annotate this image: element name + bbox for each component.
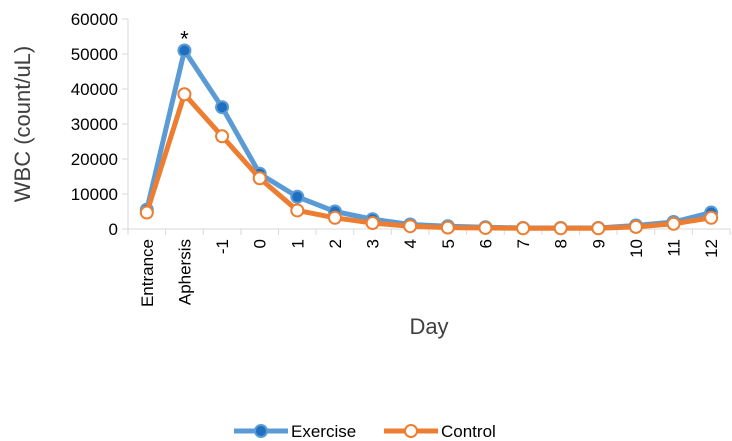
data-point-control [290,203,305,218]
y-tick-label: 50000 [71,45,118,64]
y-tick-label: 60000 [71,10,118,29]
y-tick-label: 20000 [71,150,118,169]
x-tick-label: 7 [514,239,533,248]
y-tick-label: 10000 [71,185,118,204]
legend-marker-control [404,424,418,438]
y-tick-label: 30000 [71,115,118,134]
x-tick-label: 1 [288,239,307,248]
legend-item-exercise: Exercise [234,422,356,441]
data-point-exercise [290,189,305,204]
data-point-control [215,129,230,144]
x-tick-label: 4 [401,239,420,248]
data-point-control [704,210,719,225]
x-axis-title: Day [409,314,448,339]
x-tick-label: 5 [439,239,458,248]
data-point-control [327,210,342,225]
data-point-control [403,219,418,234]
annotations: * [180,27,189,52]
data-point-control [516,221,531,236]
data-point-control [365,216,380,231]
significance-asterisk: * [180,27,189,52]
x-tick-label: 8 [552,239,571,248]
legend-label-exercise: Exercise [291,422,356,441]
axes: 0 10000 20000 30000 40000 50000 60000 Entrance… [71,10,731,307]
series-line-control [144,91,714,231]
x-tick-label: 9 [589,239,608,248]
x-tick-label: 0 [251,239,270,248]
x-tick-label: 6 [476,239,495,248]
y-axis-ticks: 0 10000 20000 30000 40000 50000 60000 [71,10,128,239]
y-tick-label: 0 [109,220,118,239]
data-point-control [628,219,643,234]
legend-marker-exercise [254,424,268,438]
data-point-control [591,221,606,236]
series-line-exercise [144,48,714,231]
x-tick-label: 11 [665,239,684,257]
x-tick-label: Entrance [138,239,157,307]
legend: Exercise Control [234,422,496,441]
data-point-control [553,221,568,236]
data-point-control [177,87,192,102]
x-tick-label: -1 [213,239,232,254]
data-point-control [252,171,267,186]
data-point-exercise [177,43,192,58]
legend-label-control: Control [441,422,496,441]
x-tick-label: Aphersis [175,239,194,305]
data-point-control [139,205,154,220]
legend-item-control: Control [384,422,496,441]
data-point-control [440,220,455,235]
series-control [139,87,719,236]
series [139,43,719,236]
data-point-control [478,220,493,235]
x-tick-label: 12 [702,239,721,258]
x-axis-ticks: Entrance Aphersis -1 0 1 2 3 4 5 6 7 8 9 10 11 12 [127,229,731,307]
x-tick-label: 10 [627,239,646,258]
y-axis-title: WBC (count/uL) [10,46,35,203]
data-point-control [666,216,681,231]
data-point-exercise [215,100,230,115]
x-tick-label: 2 [326,239,345,248]
y-tick-label: 40000 [71,80,118,99]
x-tick-label: 3 [364,239,383,248]
